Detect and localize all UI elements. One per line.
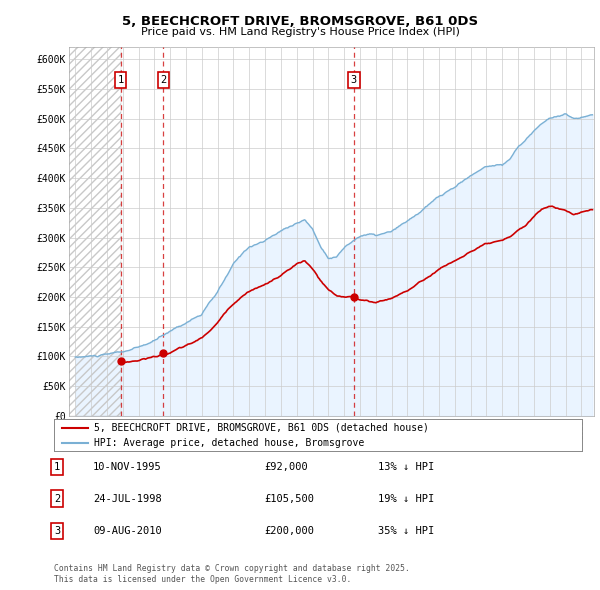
Text: 2: 2 xyxy=(160,75,166,85)
Text: 5, BEECHCROFT DRIVE, BROMSGROVE, B61 0DS: 5, BEECHCROFT DRIVE, BROMSGROVE, B61 0DS xyxy=(122,15,478,28)
Text: £105,500: £105,500 xyxy=(264,494,314,503)
Text: £200,000: £200,000 xyxy=(264,526,314,536)
Text: 35% ↓ HPI: 35% ↓ HPI xyxy=(378,526,434,536)
Text: This data is licensed under the Open Government Licence v3.0.: This data is licensed under the Open Gov… xyxy=(54,575,352,584)
Text: 2: 2 xyxy=(54,494,60,503)
Text: 10-NOV-1995: 10-NOV-1995 xyxy=(93,463,162,472)
Text: 13% ↓ HPI: 13% ↓ HPI xyxy=(378,463,434,472)
Text: HPI: Average price, detached house, Bromsgrove: HPI: Average price, detached house, Brom… xyxy=(94,438,364,448)
Text: 1: 1 xyxy=(54,463,60,472)
Text: 3: 3 xyxy=(350,75,357,85)
Text: 09-AUG-2010: 09-AUG-2010 xyxy=(93,526,162,536)
Text: 1: 1 xyxy=(118,75,124,85)
Text: 19% ↓ HPI: 19% ↓ HPI xyxy=(378,494,434,503)
Text: 3: 3 xyxy=(54,526,60,536)
Text: 24-JUL-1998: 24-JUL-1998 xyxy=(93,494,162,503)
Text: Contains HM Land Registry data © Crown copyright and database right 2025.: Contains HM Land Registry data © Crown c… xyxy=(54,565,410,573)
Text: 5, BEECHCROFT DRIVE, BROMSGROVE, B61 0DS (detached house): 5, BEECHCROFT DRIVE, BROMSGROVE, B61 0DS… xyxy=(94,423,428,433)
Text: Price paid vs. HM Land Registry's House Price Index (HPI): Price paid vs. HM Land Registry's House … xyxy=(140,27,460,37)
Text: £92,000: £92,000 xyxy=(264,463,308,472)
